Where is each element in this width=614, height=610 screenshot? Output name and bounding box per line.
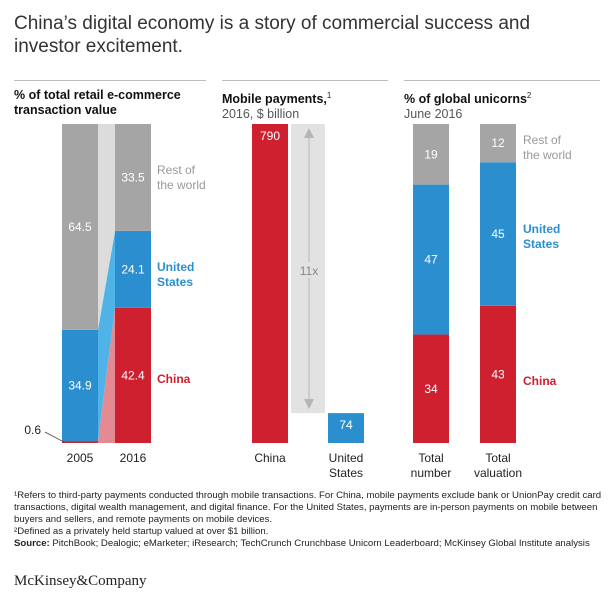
panel3-header-line2: June 2016 <box>404 107 463 122</box>
unicorns-legend-us-2: States <box>523 237 559 251</box>
page-title: China’s digital economy is a story of co… <box>14 13 531 57</box>
unicorns-value-1-china: 43 <box>491 367 505 381</box>
ecommerce-label-2016-rest: 33.5 <box>121 170 145 184</box>
ecommerce-legend-us-2: States <box>157 275 193 289</box>
ecommerce-legend-china: China <box>157 372 191 386</box>
unicorns-legend-us-1: United <box>523 222 560 236</box>
unicorns-value-1-us: 45 <box>491 227 505 241</box>
panel2-header-line2: 2016, $ billion <box>222 107 300 122</box>
payments-arrow-head-up <box>304 128 314 138</box>
ecommerce-label-2016-us: 24.1 <box>121 262 145 276</box>
panel1-rule <box>14 80 206 81</box>
ecommerce-connector-2 <box>98 124 115 330</box>
panel3-header-sup: 2 <box>526 91 532 100</box>
payments-bar-1 <box>328 413 364 443</box>
panel1-header-line1: % of total retail e-commerce <box>14 88 181 102</box>
unicorns-bar-1-rest <box>480 124 516 163</box>
ecommerce-callout-line <box>44 431 65 443</box>
unicorns-legend-china: China <box>523 374 557 388</box>
panel3-rule <box>404 80 600 81</box>
unicorns-value-0-us: 47 <box>424 253 438 267</box>
ecommerce-bar-2005-china <box>62 441 98 443</box>
ecommerce-xlabel-2016: 2016 <box>120 451 147 465</box>
ecommerce-label-2005-china: 0.6 <box>24 423 41 437</box>
ecommerce-bar-2016-china <box>115 307 151 443</box>
brand-logo-text: McKinsey&Company <box>14 573 147 589</box>
payments-value-0: 790 <box>260 129 280 143</box>
payments-xlabel-0-0: China <box>254 451 286 465</box>
panel1-header-line2: transaction value <box>14 103 117 117</box>
ecommerce-connector-1 <box>98 230 115 442</box>
footnote-2: ²Defined as a privately held startup val… <box>14 526 269 537</box>
ecommerce-bar-2005-us <box>62 329 98 442</box>
ecommerce-legend-rest-2: the world <box>157 178 206 192</box>
payments-bar-0 <box>252 124 288 443</box>
payments-xlabel-1-0: United <box>329 451 364 465</box>
ecommerce-label-2005-us: 34.9 <box>68 378 92 392</box>
panel3-header: % of global unicorns2 June 2016 <box>404 88 531 122</box>
source-note: Source: PitchBook; Dealogic; eMarketer; … <box>14 538 606 550</box>
ecommerce-connector-0 <box>98 307 115 443</box>
ecommerce-bar-2016-rest <box>115 124 151 231</box>
panel2-header-sup: 1 <box>326 91 332 100</box>
unicorns-xlabel-1-1: valuation <box>474 466 522 480</box>
ecommerce-legend-us-1: United <box>157 260 194 274</box>
ecommerce-bar-2016-us <box>115 230 151 308</box>
ecommerce-bar-2005-rest <box>62 124 98 330</box>
footnote-1: ¹Refers to third-party payments conducte… <box>14 490 602 525</box>
source-label: Source: <box>14 538 50 549</box>
ecommerce-label-2005-rest: 64.5 <box>68 220 92 234</box>
unicorns-bar-0-us <box>413 184 449 335</box>
ecommerce-label-2016-china: 42.4 <box>121 368 145 382</box>
panel3-header-line1: % of global unicorns <box>404 92 527 107</box>
source-text: PitchBook; Dealogic; eMarketer; iResearc… <box>49 538 590 549</box>
payments-annotation: 11x <box>300 264 318 278</box>
unicorns-xlabel-1-0: Total <box>485 451 510 465</box>
payments-arrow-head-down <box>304 399 314 410</box>
unicorns-value-0-china: 34 <box>424 382 438 396</box>
panel2-header: Mobile payments,1 2016, $ billion <box>222 88 331 122</box>
unicorns-legend-rest-2: the world <box>523 148 572 162</box>
panel2-header-line1: Mobile payments, <box>222 92 327 107</box>
unicorns-bar-1-china <box>480 305 516 443</box>
payments-annotation-bg <box>298 262 320 278</box>
unicorns-xlabel-0-1: number <box>411 466 452 480</box>
footnotes: ¹Refers to third-party payments conducte… <box>14 490 606 550</box>
unicorns-bar-0-rest <box>413 124 449 185</box>
unicorns-bar-1-us <box>480 162 516 306</box>
unicorns-xlabel-0-0: Total <box>418 451 443 465</box>
unicorns-bar-0-china <box>413 334 449 443</box>
unicorns-value-1-rest: 12 <box>491 136 505 150</box>
ecommerce-xlabel-2005: 2005 <box>67 451 94 465</box>
panel1-header: % of total retail e-commerce transaction… <box>14 88 181 118</box>
unicorns-value-0-rest: 19 <box>424 147 438 161</box>
payments-xlabel-1-1: States <box>329 466 363 480</box>
payments-value-1: 74 <box>339 418 353 432</box>
unicorns-legend-rest-1: Rest of <box>523 133 562 147</box>
panel2-rule <box>222 80 388 81</box>
ecommerce-legend-rest-1: Rest of <box>157 163 196 177</box>
